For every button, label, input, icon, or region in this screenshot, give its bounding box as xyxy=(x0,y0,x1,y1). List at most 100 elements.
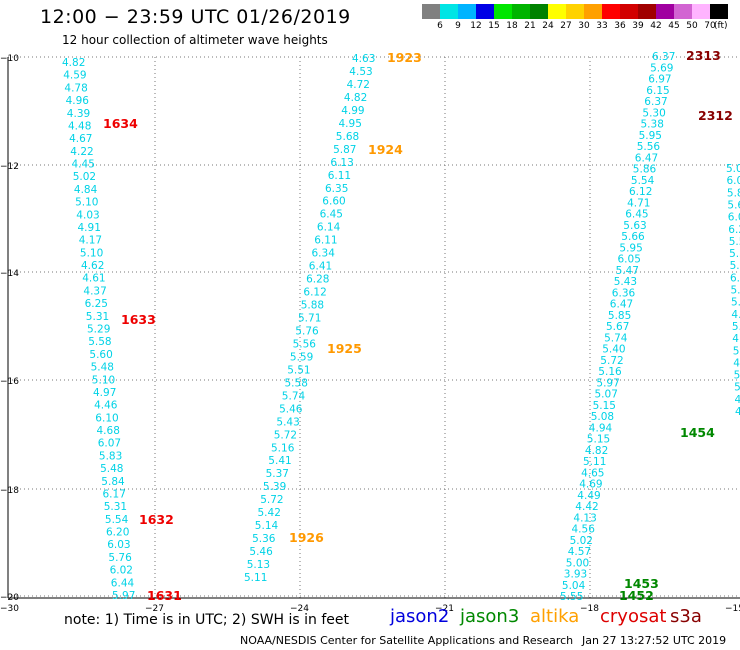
scale-swatch-9 xyxy=(458,4,476,19)
lat-label: −18 xyxy=(0,486,19,496)
wave-height-value: 4.22 xyxy=(70,146,93,158)
scale-label-39: 39 xyxy=(632,21,644,31)
scale-label-24: 24 xyxy=(542,21,554,31)
wave-height-value: 4.39 xyxy=(67,108,90,120)
wave-height-value: 6.15 xyxy=(646,85,669,97)
satellite-jason2: jason2 xyxy=(390,606,450,627)
wave-height-value: 5.02 xyxy=(570,535,593,547)
wave-height-value: 3.93 xyxy=(564,569,587,581)
wave-height-value: 5.15 xyxy=(593,400,616,412)
wave-height-value: 5.86 xyxy=(633,164,657,176)
wave-height-value: 5.83 xyxy=(99,450,122,462)
wave-height-value: 5.69 xyxy=(727,199,740,211)
wave-height-value: 4.82 xyxy=(585,445,608,457)
scale-swatch-33 xyxy=(602,4,620,19)
wave-height-value: 6.37 xyxy=(652,51,675,63)
pass-time-label: 1454 xyxy=(680,425,715,440)
wave-height-value: 5.36 xyxy=(252,533,276,545)
wave-height-value: 5.31 xyxy=(104,501,127,513)
wave-height-value: 5.56 xyxy=(637,141,661,153)
scale-label-30: 30 xyxy=(578,21,590,31)
scale-label-36: 36 xyxy=(614,21,626,31)
pass-time-label: 1634 xyxy=(103,116,138,131)
lon-label: −15 xyxy=(725,604,740,614)
wave-height-value: 5.72 xyxy=(274,429,297,441)
wave-height-value: 5.43 xyxy=(276,416,299,428)
wave-height-value: 6.25 xyxy=(85,298,108,310)
wave-height-value: 5.72 xyxy=(731,285,740,297)
wave-height-value: 6.03 xyxy=(107,539,130,551)
footer-credit: NOAA/NESDIS Center for Satellite Applica… xyxy=(240,634,574,647)
wave-height-value: 6.47 xyxy=(610,299,633,311)
wave-height-value: 5.11 xyxy=(583,456,606,468)
wave-height-value: 5.48 xyxy=(100,463,123,475)
wave-height-value: 5.95 xyxy=(619,242,642,254)
wave-height-value: 6.00 xyxy=(727,175,740,187)
wave-height-value: 5.00 xyxy=(726,163,740,175)
wave-height-value: 4.78 xyxy=(64,82,87,94)
wave-height-value: 5.63 xyxy=(623,220,646,232)
scale-swatch-18 xyxy=(512,4,530,19)
wave-height-value: 4.67 xyxy=(69,133,92,145)
wave-height-value: 5.66 xyxy=(621,231,645,243)
wave-height-value: 5.59 xyxy=(290,351,313,363)
wave-height-value: 5.53 xyxy=(729,248,740,260)
wave-height-value: 6.60 xyxy=(322,196,345,208)
lon-label: −24 xyxy=(290,604,309,614)
wave-height-value: 6.38 xyxy=(730,272,740,284)
scale-label-50: 50 xyxy=(686,21,698,31)
wave-height-value: 6.12 xyxy=(629,186,652,198)
wave-height-value: 4.68 xyxy=(97,425,120,437)
wave-height-value: 4.62 xyxy=(81,260,104,272)
scale-swatch-21 xyxy=(530,4,548,19)
wave-height-value: 5.38 xyxy=(641,119,664,131)
wave-height-value: 5.47 xyxy=(616,265,639,277)
wave-height-value: 4.72 xyxy=(731,309,740,321)
wave-height-value: 4.21 xyxy=(732,333,740,345)
wave-height-value: 5.29 xyxy=(87,324,110,336)
scale-label-21: 21 xyxy=(524,21,536,31)
scale-label-6: 6 xyxy=(437,21,443,31)
satellite-cryosat: cryosat xyxy=(600,606,667,627)
scale-label-33: 33 xyxy=(596,21,608,31)
wave-height-value: 4.45 xyxy=(72,159,95,171)
pass-time-label: 1633 xyxy=(121,312,156,327)
wave-height-value: 4.71 xyxy=(627,197,650,209)
scale-label-45: 45 xyxy=(668,21,680,31)
lat-label: −16 xyxy=(0,377,19,387)
wave-height-value: 5.15 xyxy=(587,434,610,446)
wave-height-value: 5.16 xyxy=(271,442,295,454)
wave-height-value: 5.37 xyxy=(266,468,289,480)
scale-label-9: 9 xyxy=(455,21,461,31)
wave-height-value: 6.36 xyxy=(612,287,636,299)
wave-height-value: 4.53 xyxy=(349,66,372,78)
pass-time-label: 1631 xyxy=(147,588,182,603)
wave-height-value: 5.42 xyxy=(258,507,281,519)
wave-height-value: 4.03 xyxy=(76,209,99,221)
wave-height-value: 4.17 xyxy=(79,235,102,247)
wave-height-value: 4.94 xyxy=(733,357,740,369)
wave-height-value: 4.13 xyxy=(573,512,596,524)
wave-height-value: 5.72 xyxy=(600,355,623,367)
wave-height-value: 6.34 xyxy=(312,248,336,260)
wave-height-value: 5.51 xyxy=(287,364,310,376)
wave-height-value: 4.65 xyxy=(581,467,604,479)
wave-height-value: 5.80 xyxy=(727,187,740,199)
wave-height-value: 5.46 xyxy=(279,403,303,415)
lon-label: −30 xyxy=(0,604,19,614)
wave-height-value: 4.94 xyxy=(589,422,613,434)
wave-height-value: 5.46 xyxy=(249,546,273,558)
wave-height-value: 4.49 xyxy=(577,490,600,502)
wave-height-value: 5.84 xyxy=(101,476,125,488)
pass-time-label: 1452 xyxy=(619,588,654,603)
wave-height-value: 4.69 xyxy=(579,479,602,491)
scale-swatch-6 xyxy=(440,4,458,19)
wave-height-value: 6.97 xyxy=(648,74,671,86)
wave-height-value: 5.56 xyxy=(293,339,317,351)
wave-height-value: 5.30 xyxy=(734,382,740,394)
wave-height-value: 5.10 xyxy=(75,197,98,209)
wave-height-value: 5.88 xyxy=(301,300,324,312)
pass-time-label: 1632 xyxy=(139,512,174,527)
scale-swatch-42 xyxy=(656,4,674,19)
pass-time-label: 1924 xyxy=(368,142,403,157)
